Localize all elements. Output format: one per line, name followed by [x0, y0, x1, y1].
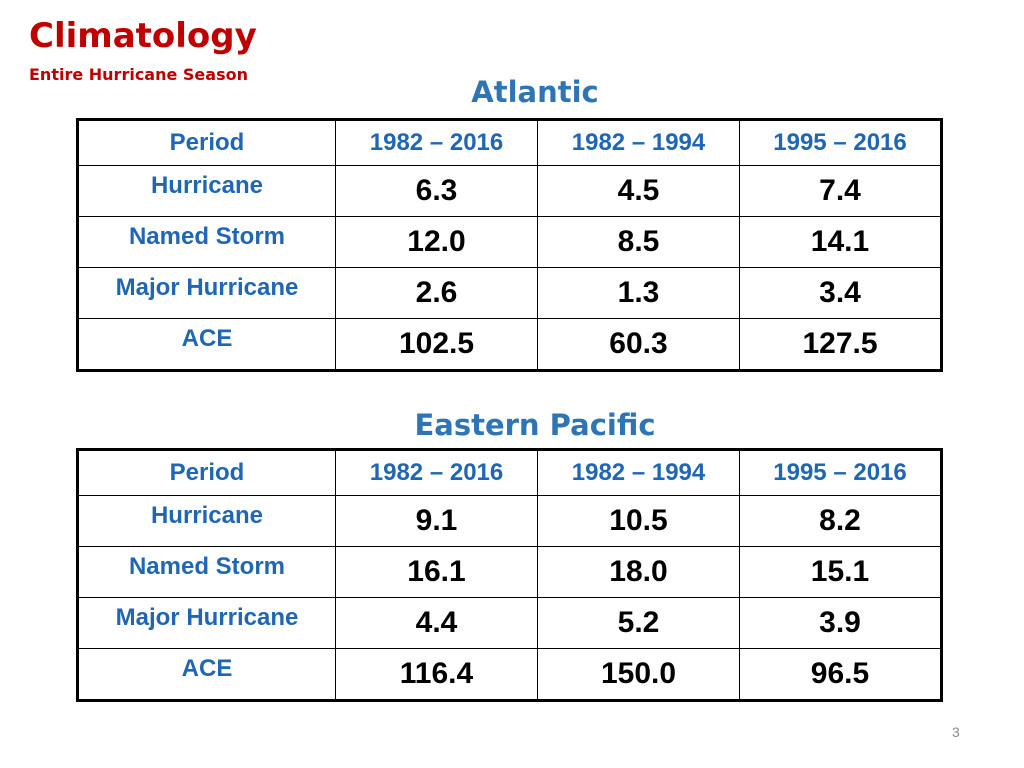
row-label-major-hurricane: Major Hurricane	[77, 267, 336, 319]
row-label-ace: ACE	[77, 648, 336, 701]
row-label-ace: ACE	[77, 318, 336, 371]
table-cell: 4.5	[537, 165, 740, 217]
table-cell: 5.2	[537, 597, 740, 649]
table-row: Hurricane 6.3 4.5 7.4	[77, 165, 942, 217]
row-label-named-storm: Named Storm	[77, 216, 336, 268]
row-label-hurricane: Hurricane	[77, 495, 336, 547]
atlantic-heading: Atlantic	[471, 75, 599, 109]
slide-title: Climatology	[29, 16, 257, 56]
row-label-named-storm: Named Storm	[77, 546, 336, 598]
row-label-hurricane: Hurricane	[77, 165, 336, 217]
table-cell: 4.4	[335, 597, 538, 649]
table-cell: 14.1	[739, 216, 942, 268]
table-cell: 7.4	[739, 165, 942, 217]
table-row: Named Storm 16.1 18.0 15.1	[77, 546, 942, 598]
table-cell: 18.0	[537, 546, 740, 598]
table-row: Hurricane 9.1 10.5 8.2	[77, 495, 942, 547]
table-cell: 150.0	[537, 648, 740, 701]
page-number: 3	[952, 724, 960, 740]
table-header-row: Period 1982 – 2016 1982 – 1994 1995 – 20…	[77, 119, 942, 166]
table-cell: 1.3	[537, 267, 740, 319]
column-header-1982-1994: 1982 – 1994	[537, 119, 740, 166]
table-cell: 102.5	[335, 318, 538, 371]
table-cell: 12.0	[335, 216, 538, 268]
table-cell: 6.3	[335, 165, 538, 217]
table-cell: 2.6	[335, 267, 538, 319]
slide-subtitle: Entire Hurricane Season	[29, 65, 248, 84]
atlantic-climatology-table: Period 1982 – 2016 1982 – 1994 1995 – 20…	[76, 118, 943, 372]
column-header-1982-1994: 1982 – 1994	[537, 449, 740, 496]
eastern-pacific-heading: Eastern Pacific	[414, 408, 656, 442]
table-row: Major Hurricane 4.4 5.2 3.9	[77, 597, 942, 649]
table-cell: 3.4	[739, 267, 942, 319]
table-row: ACE 102.5 60.3 127.5	[77, 318, 942, 371]
column-header-1982-2016: 1982 – 2016	[335, 449, 538, 496]
table-row: Named Storm 12.0 8.5 14.1	[77, 216, 942, 268]
table-cell: 116.4	[335, 648, 538, 701]
table-row: Major Hurricane 2.6 1.3 3.4	[77, 267, 942, 319]
row-label-major-hurricane: Major Hurricane	[77, 597, 336, 649]
column-header-period: Period	[77, 449, 336, 496]
table-cell: 8.5	[537, 216, 740, 268]
table-cell: 3.9	[739, 597, 942, 649]
table-cell: 10.5	[537, 495, 740, 547]
table-cell: 8.2	[739, 495, 942, 547]
column-header-period: Period	[77, 119, 336, 166]
table-header-row: Period 1982 – 2016 1982 – 1994 1995 – 20…	[77, 449, 942, 496]
eastern-pacific-climatology-table: Period 1982 – 2016 1982 – 1994 1995 – 20…	[76, 448, 943, 702]
table-cell: 9.1	[335, 495, 538, 547]
table-cell: 60.3	[537, 318, 740, 371]
column-header-1982-2016: 1982 – 2016	[335, 119, 538, 166]
table-row: ACE 116.4 150.0 96.5	[77, 648, 942, 701]
column-header-1995-2016: 1995 – 2016	[739, 119, 942, 166]
table-cell: 16.1	[335, 546, 538, 598]
column-header-1995-2016: 1995 – 2016	[739, 449, 942, 496]
table-cell: 96.5	[739, 648, 942, 701]
table-cell: 15.1	[739, 546, 942, 598]
table-cell: 127.5	[739, 318, 942, 371]
